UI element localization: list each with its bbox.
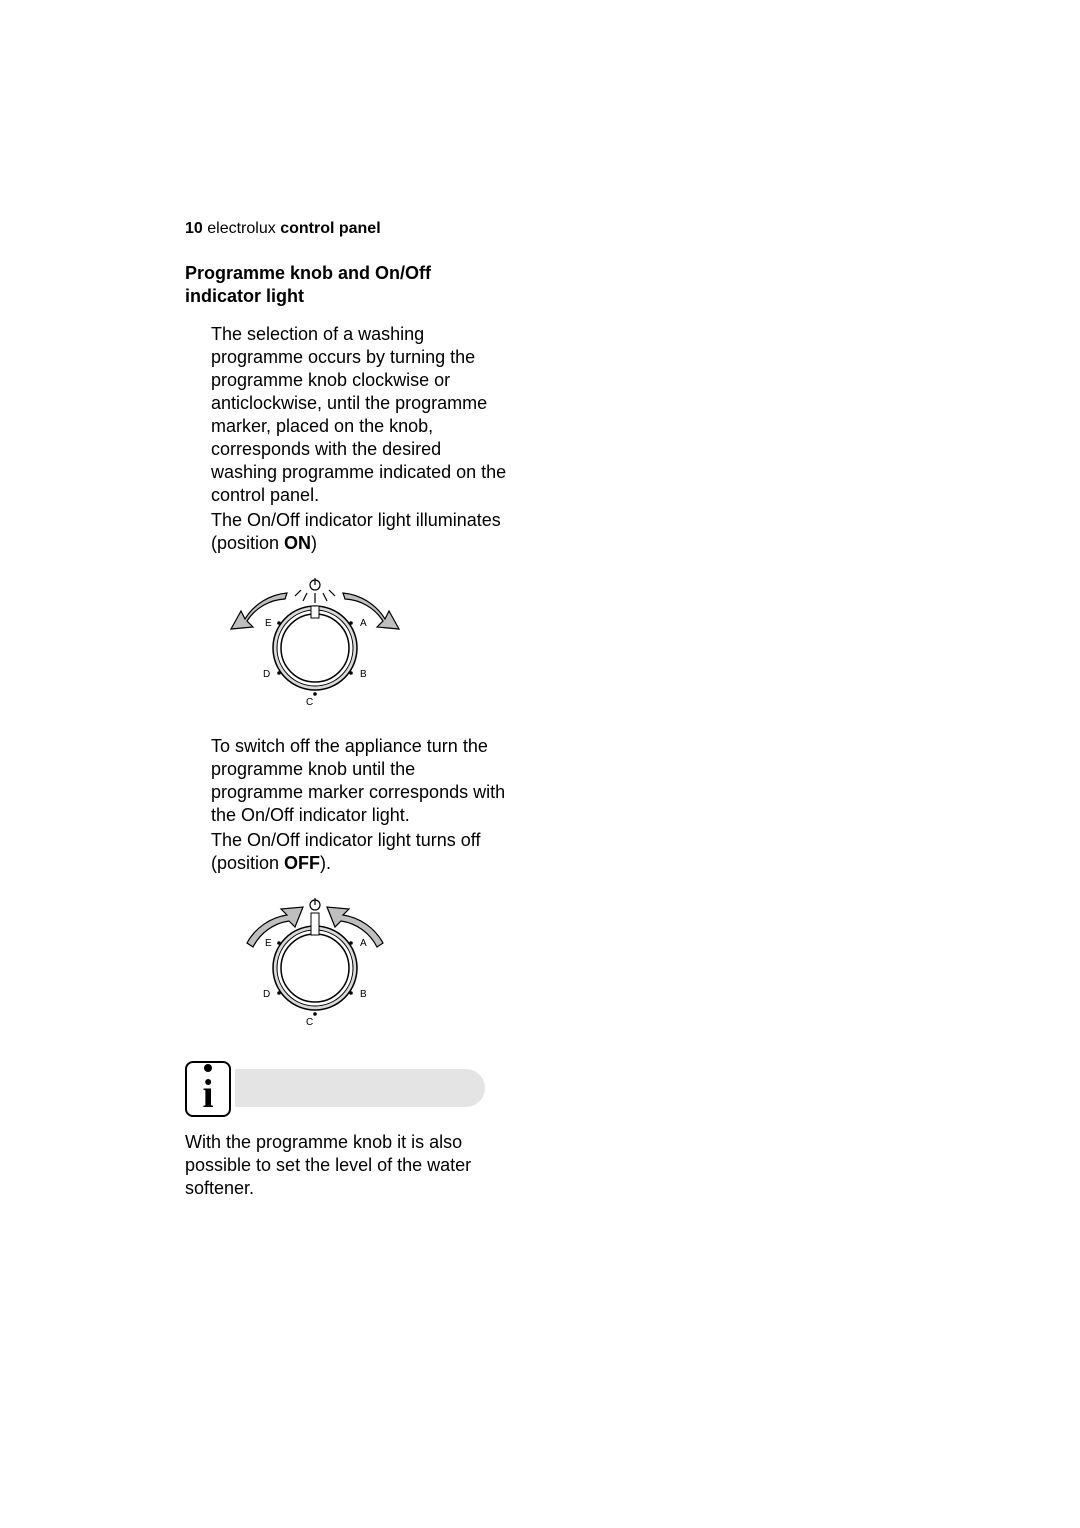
label-E: E: [265, 938, 272, 949]
label-C: C: [306, 697, 313, 708]
label-B: B: [360, 669, 367, 680]
label-B: B: [360, 989, 367, 1000]
knob-diagram-on: A B C D E: [223, 573, 507, 713]
manual-page: 10 electrolux control panel Programme kn…: [0, 0, 1080, 1528]
page-number: 10: [185, 220, 203, 237]
info-text: With the programme knob it is also possi…: [185, 1131, 505, 1200]
para2b-bold: OFF: [284, 853, 320, 873]
label-E: E: [265, 618, 272, 629]
label-D: D: [263, 989, 270, 1000]
para1b-pre: The On/Off indicator light illuminates (…: [211, 510, 501, 553]
para1b-bold: ON: [284, 533, 311, 553]
info-icon: i: [185, 1061, 231, 1117]
para2b-post: ).: [320, 853, 331, 873]
section-heading: Programme knob and On/Off indicator ligh…: [185, 262, 485, 309]
paragraph-1b: The On/Off indicator light illuminates (…: [211, 509, 507, 555]
para2b-pre: The On/Off indicator light turns off (po…: [211, 830, 480, 873]
body-column: The selection of a washing programme occ…: [211, 323, 507, 1201]
paragraph-2a: To switch off the appliance turn the pro…: [211, 735, 507, 827]
label-C: C: [306, 1017, 313, 1028]
label-D: D: [263, 669, 270, 680]
info-bar: [235, 1069, 485, 1107]
info-callout: i: [185, 1061, 507, 1113]
brand-name: electrolux: [207, 220, 275, 237]
label-A: A: [360, 938, 367, 949]
paragraph-1a: The selection of a washing programme occ…: [211, 323, 507, 507]
section-name: control panel: [280, 220, 380, 237]
knob-diagram-off: A B C D E: [223, 893, 507, 1033]
label-A: A: [360, 618, 367, 629]
page-header: 10 electrolux control panel: [185, 220, 895, 238]
para1b-post: ): [311, 533, 317, 553]
paragraph-2b: The On/Off indicator light turns off (po…: [211, 829, 507, 875]
